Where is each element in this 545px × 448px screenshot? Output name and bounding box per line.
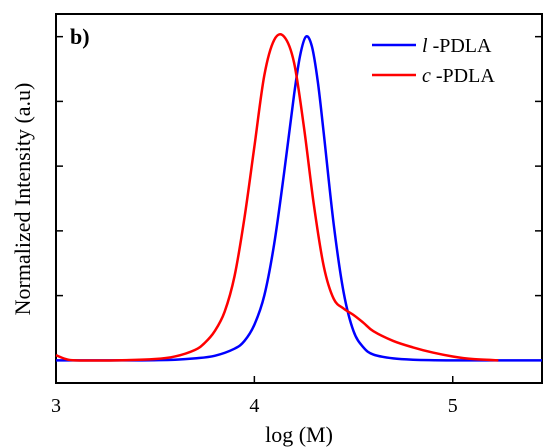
x-axis-label: log (M) <box>265 422 333 447</box>
legend: l -PDLA c -PDLA <box>372 35 495 87</box>
x-tick-label-2: 5 <box>448 395 458 417</box>
plot-frame <box>55 13 543 384</box>
legend-label-l-pdla: l -PDLA <box>422 35 492 57</box>
panel-label: b) <box>70 24 90 49</box>
series-lines <box>55 33 542 362</box>
x-axis-ticks <box>55 376 454 383</box>
x-tick-label-1: 4 <box>249 395 259 417</box>
legend-label-c-pdla: c -PDLA <box>422 65 495 87</box>
x-axis-tick-labels: 3 4 5 <box>51 395 458 417</box>
x-tick-label-0: 3 <box>51 395 61 417</box>
series-line-l-pdla <box>56 35 542 362</box>
series-line-c-pdla <box>55 33 499 362</box>
y-axis-label: Normalized Intensity (a.u) <box>10 83 35 316</box>
